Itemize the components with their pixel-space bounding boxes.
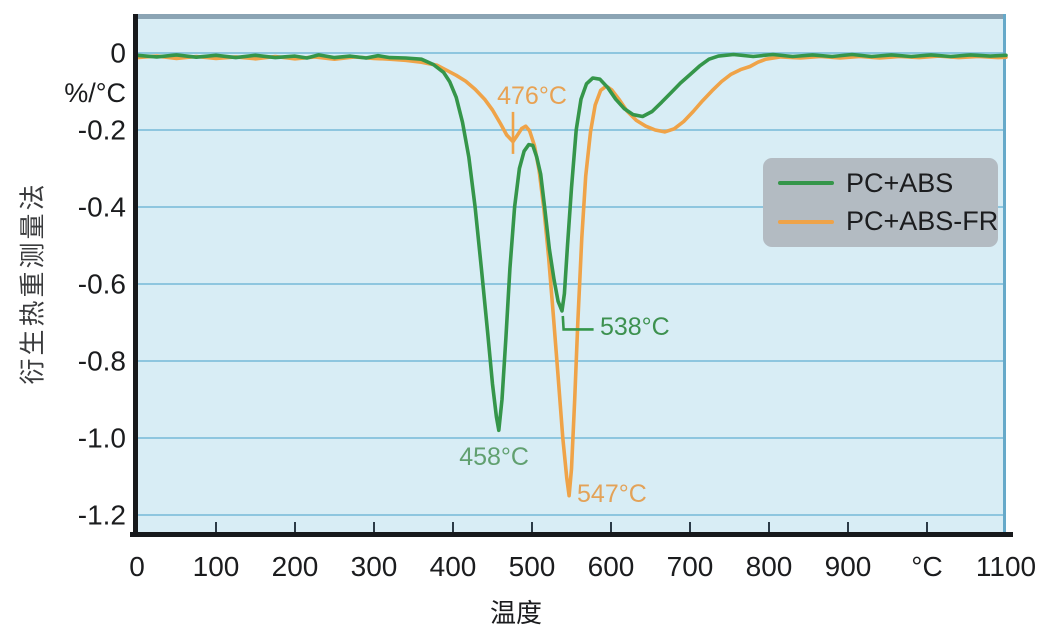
- series-curve-pc-abs: [135, 52, 1008, 433]
- annotation-label: 458°C: [459, 443, 529, 471]
- legend-swatch-pc-abs: [778, 181, 834, 186]
- annotation-label: 547°C: [577, 480, 647, 508]
- plot-top-border: [137, 14, 1006, 19]
- x-axis-line: [130, 532, 1013, 537]
- legend-item-pc-abs: PC+ABS: [778, 167, 998, 198]
- y-tick-label: 0: [110, 38, 126, 69]
- x-tick-label: 1100: [976, 551, 1036, 582]
- x-tick-label: 700: [667, 551, 714, 582]
- legend-item-pc-abs-fr: PC+ABS-FR: [778, 208, 998, 235]
- y-tick-label: -0.2: [78, 115, 126, 146]
- legend-label-pc-abs: PC+ABS: [846, 167, 954, 198]
- y-tick-label: -0.8: [78, 346, 126, 377]
- x-tick-label: 100: [193, 551, 240, 582]
- y-axis-line: [133, 14, 138, 537]
- y-tick-label: -0.6: [78, 269, 126, 300]
- x-tick-label: 800: [746, 551, 793, 582]
- x-tick-label: 300: [351, 551, 398, 582]
- x-tick-label: 900: [825, 551, 872, 582]
- x-tick-label: 0: [129, 551, 145, 582]
- y-tick-label: -0.4: [78, 192, 126, 223]
- legend-swatch-pc-abs-fr: [778, 219, 834, 224]
- x-tick-label: °C: [911, 551, 942, 582]
- annotation-label: 538°C: [600, 313, 670, 341]
- x-tick-label: 500: [509, 551, 556, 582]
- annotation-leader: [561, 315, 594, 331]
- x-tick-label: 600: [588, 551, 635, 582]
- legend-label-pc-abs-fr: PC+ABS-FR: [846, 206, 999, 237]
- x-tick-label: 400: [430, 551, 477, 582]
- y-tick-label: -1.0: [78, 423, 126, 454]
- y-axis-unit: %/°C: [64, 78, 126, 108]
- x-tick-label: 200: [272, 551, 319, 582]
- legend: PC+ABS PC+ABS-FR: [763, 158, 998, 247]
- y-axis-title: 衍生热重测量法: [17, 181, 48, 385]
- annotation-label: 476°C: [497, 82, 567, 110]
- x-axis-title: 温度: [489, 598, 543, 628]
- y-tick-label: -1.2: [78, 500, 126, 531]
